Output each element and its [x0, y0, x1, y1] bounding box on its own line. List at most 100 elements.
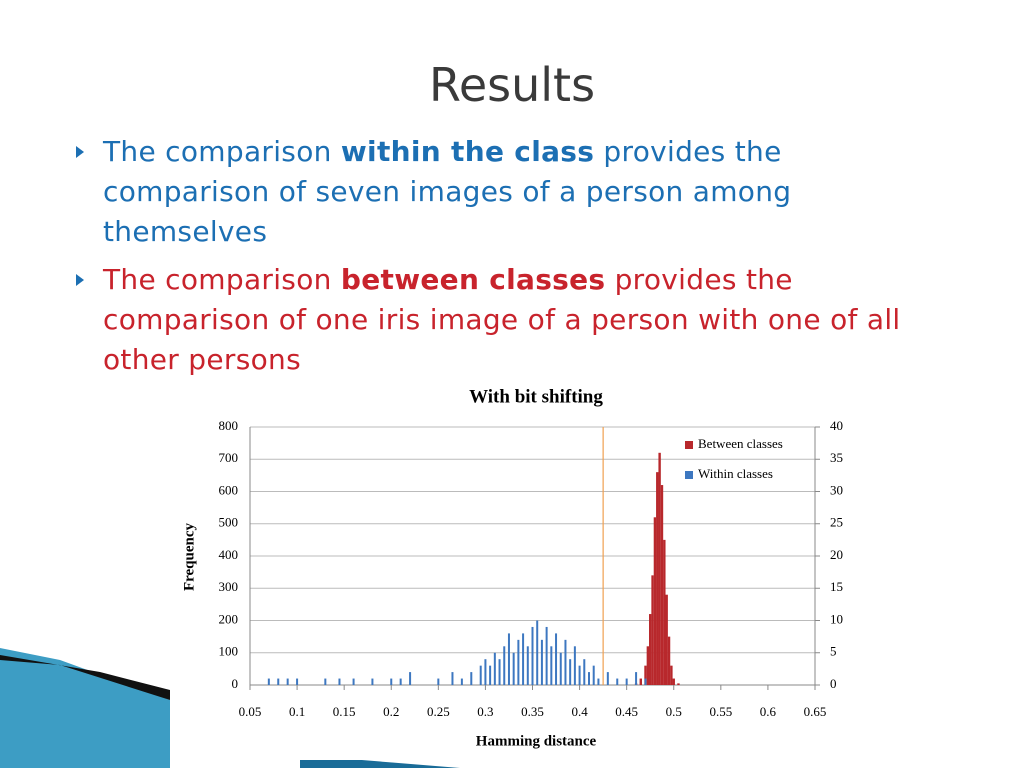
bar [267, 678, 270, 685]
x-tick-label: 0.15 [333, 704, 356, 719]
bar [277, 678, 280, 685]
bar [588, 672, 590, 685]
y-tick-label: 400 [219, 547, 239, 562]
bar [578, 665, 581, 685]
legend-swatch [685, 471, 693, 479]
bar [592, 665, 595, 685]
bar [296, 678, 299, 685]
bar [338, 678, 341, 685]
bar [660, 485, 664, 685]
bar [324, 678, 327, 685]
bar [470, 672, 473, 685]
text: provides the comparison of seven images … [103, 135, 792, 248]
legend-swatch [685, 441, 693, 449]
bar [651, 575, 654, 685]
bar [639, 678, 642, 685]
y2-tick-label: 0 [830, 676, 837, 691]
bold-text: between classes [340, 263, 606, 296]
bar [667, 636, 671, 685]
text: The comparison [103, 263, 341, 296]
bar [390, 678, 393, 685]
y-tick-label: 100 [219, 644, 239, 659]
bar [658, 452, 661, 685]
bar [536, 620, 539, 685]
bar [625, 678, 628, 685]
bar [656, 472, 659, 685]
x-tick-label: 0.3 [477, 704, 493, 719]
bar [646, 646, 650, 685]
y2-tick-label: 5 [830, 644, 837, 659]
x-tick-label: 0.45 [615, 704, 638, 719]
x-tick-label: 0.25 [427, 704, 450, 719]
chart: With bit shifting Hamming distance Frequ… [170, 382, 1024, 760]
bar [526, 646, 529, 685]
bar [352, 678, 355, 685]
bar [489, 665, 492, 685]
x-tick-label: 0.55 [709, 704, 732, 719]
bullet: The comparison within the class provides… [76, 132, 943, 252]
y2-tick-label: 20 [830, 547, 843, 562]
y2-tick-label: 40 [830, 418, 843, 433]
bar [573, 646, 576, 685]
bar [597, 678, 600, 685]
y-tick-label: 0 [232, 676, 239, 691]
legend-label: Within classes [698, 466, 773, 481]
bar [663, 539, 666, 685]
x-tick-label: 0.2 [383, 704, 399, 719]
y2-tick-label: 10 [830, 611, 843, 626]
bar [507, 633, 510, 685]
chart-title: With bit shifting [469, 386, 603, 407]
bar [550, 646, 553, 685]
bar [583, 659, 586, 685]
bar [677, 683, 680, 685]
bar [559, 652, 562, 685]
bar [399, 678, 402, 685]
bar [493, 652, 496, 685]
x-tick-label: 0.6 [760, 704, 777, 719]
x-axis-title: Hamming distance [476, 733, 597, 749]
bar [479, 665, 482, 685]
y2-tick-label: 35 [830, 450, 843, 465]
y-tick-label: 300 [219, 579, 239, 594]
bar [512, 652, 515, 685]
bar [460, 678, 463, 685]
y-tick-label: 200 [219, 611, 239, 626]
bar [484, 659, 487, 685]
x-tick-label: 0.4 [571, 704, 588, 719]
x-tick-label: 0.1 [289, 704, 305, 719]
text: provides the comparison of one iris imag… [103, 263, 901, 376]
bar [569, 659, 572, 685]
bar [498, 659, 501, 685]
y-tick-label: 600 [219, 482, 239, 497]
y-tick-label: 500 [219, 515, 239, 530]
bar [451, 672, 454, 685]
swoosh-line [0, 655, 170, 700]
bar [555, 633, 558, 685]
legend-label: Between classes [698, 436, 783, 451]
bar [653, 517, 657, 685]
bar [649, 614, 652, 685]
bar [286, 678, 289, 685]
bar [670, 665, 673, 685]
bold-text: within the class [340, 135, 595, 168]
bar [545, 626, 548, 685]
bar [522, 633, 525, 685]
bar [564, 639, 567, 685]
bar [437, 678, 440, 685]
chart-bg [170, 382, 1024, 760]
slide-title: Results [428, 58, 596, 112]
text: The comparison [103, 135, 341, 168]
bar [644, 678, 647, 685]
bar [616, 678, 619, 685]
bar [606, 672, 609, 685]
y-axis-title: Frequency [181, 522, 197, 591]
x-tick-label: 0.5 [666, 704, 682, 719]
bar [644, 665, 647, 685]
y2-tick-label: 15 [830, 579, 843, 594]
bar [531, 626, 534, 685]
y2-tick-label: 25 [830, 515, 843, 530]
bar [665, 594, 668, 685]
bar [371, 678, 374, 685]
x-tick-label: 0.35 [521, 704, 544, 719]
